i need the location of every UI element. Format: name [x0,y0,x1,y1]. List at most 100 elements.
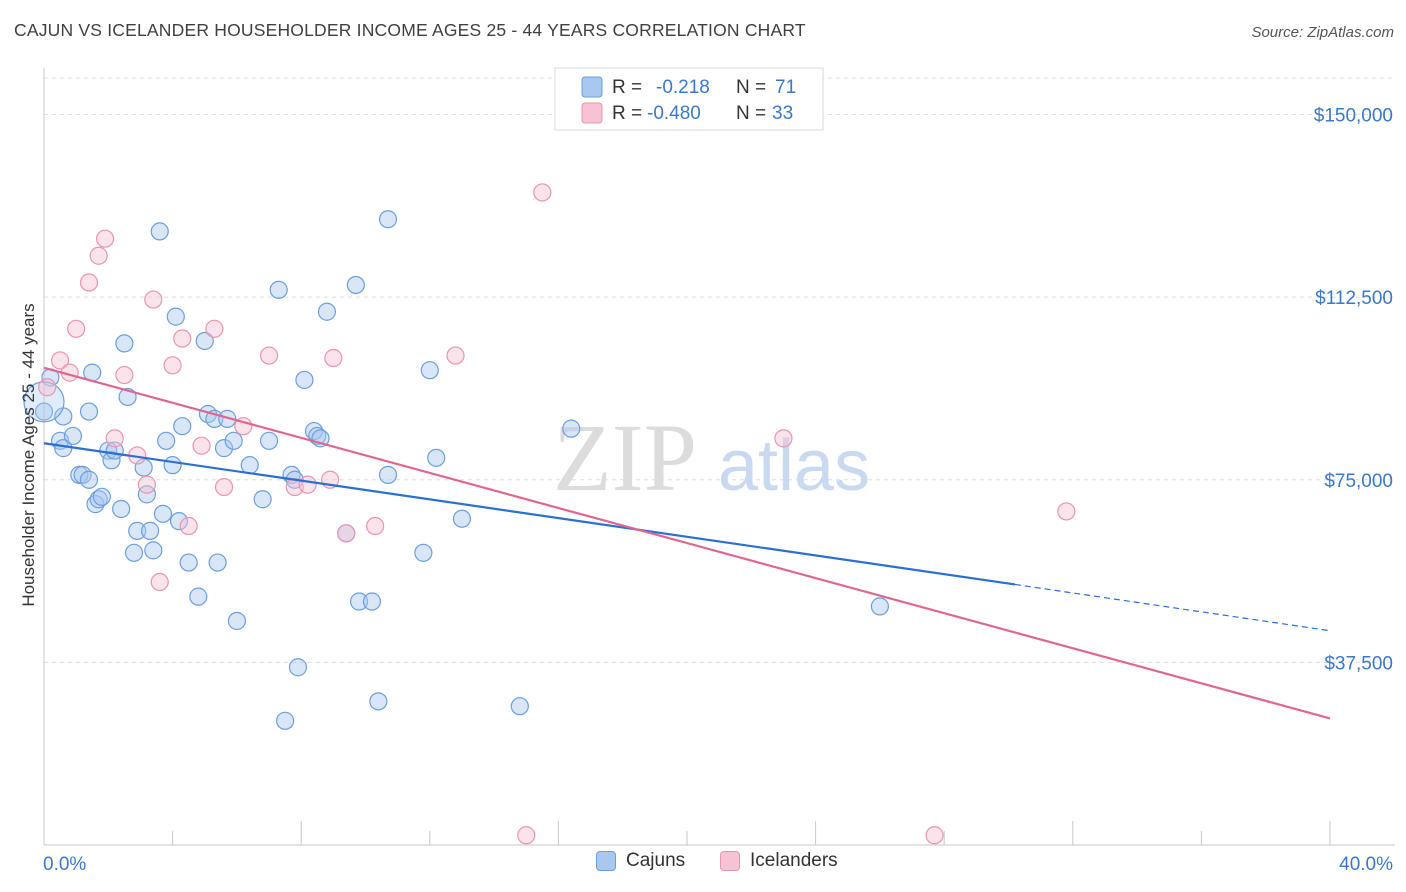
cajun-point [208,553,227,572]
cajun-point [304,421,324,441]
legend-r-value-icelanders: -0.480 [647,103,701,124]
icelander-point [67,319,86,338]
icelander-point [79,273,99,292]
legend-n-value-icelanders: 33 [772,103,793,124]
legend-swatch-cajuns [581,76,603,98]
cajun-trend-extension [1014,583,1331,632]
points-layer [23,183,1076,845]
y-axis-label: Householder Income Ages 25 - 44 years [19,303,38,606]
legend-n-label-cajuns: N = [736,77,766,98]
chart-title: CAJUN VS ICELANDER HOUSEHOLDER INCOME AG… [14,20,806,40]
cajun-point [362,592,382,611]
cajun-point [163,456,182,475]
cajun-point [510,697,529,716]
icelander-point [179,516,198,536]
cajun-point [427,448,446,467]
cajun-point [452,509,472,528]
legend-swatch-icelanders [581,102,603,124]
icelander-point [324,348,343,368]
cajun-point [86,495,105,514]
cajun-point [153,504,173,523]
icelander-point [298,475,317,494]
icelander-point [259,346,279,365]
cajun-point [420,361,439,380]
icelander-point [533,183,552,202]
cajun-point [214,439,234,458]
legend-r-value-cajuns: -0.218 [656,77,710,98]
cajun-point [227,611,246,631]
icelander-point [144,290,163,309]
legend-swatch-cajuns-bottom [596,851,616,871]
cajun-point [102,451,121,470]
cajun-point [173,417,192,436]
icelander-point [337,524,356,543]
cajun-point [79,402,99,421]
cajun-point [63,426,83,446]
watermark-atlas: atlas [718,426,870,506]
x-tick-label-max: 40.0% [1339,854,1393,875]
cajun-trend-line [43,442,1016,586]
cajun-point [128,521,147,540]
cajun-point [276,711,295,730]
icelander-point [446,346,465,365]
cajun-point [112,499,131,519]
y-tick-label-3: $150,000 [1314,106,1393,127]
trend-layer [43,366,1331,720]
cajun-point [253,490,272,509]
cajun-point [378,465,398,484]
legend-label-cajuns: Cajuns [626,850,686,871]
cajun-point [140,521,160,540]
icelander-point [925,826,944,845]
legend-swatch-icelanders-bottom [720,851,740,871]
icelander-point [89,246,108,265]
icelander-point [192,436,211,455]
y-tick-label-0: $37,500 [1324,653,1393,674]
cajun-point [166,307,185,326]
icelander-point [50,351,70,370]
cajun-point [124,543,144,562]
cajun-point [378,210,398,229]
cajun-point [259,431,279,450]
cajun-point [369,692,388,711]
legend-r-label-cajuns: R = [612,77,642,98]
cajun-point [157,431,176,450]
legend-r-label-icelanders: R = [612,103,642,124]
source-label: Source: ZipAtlas.com [1251,24,1394,41]
cajun-point [562,419,581,438]
watermark: ZIP atlas [553,404,870,511]
icelander-point [95,229,115,248]
icelander-point [115,365,134,385]
y-tick-labels: $37,500 $75,000 $112,500 $150,000 [1314,106,1393,675]
cajun-point [179,553,198,572]
cajun-point [189,587,208,606]
cajun-point [288,658,308,677]
axis-layer [43,68,1395,846]
legend-item-icelanders: Icelanders [720,850,838,872]
cajun-point [34,402,54,421]
cajun-point [870,597,890,616]
cajun-point [295,370,314,390]
stats-legend: R = -0.218 N = 71 R = -0.480 N = 33 [554,67,824,131]
cajun-point [92,487,111,506]
icelander-point [774,429,793,448]
cajun-point [169,512,189,531]
cajun-point [414,543,433,562]
cajun-point [115,334,134,353]
cajun-point [195,331,214,351]
legend-item-cajuns: Cajuns [596,850,685,872]
watermark-zip: ZIP [553,404,697,511]
icelander-point [38,378,57,397]
cajun-point [144,541,163,560]
grid-layer [44,77,1395,663]
cajun-point [79,470,99,489]
icelander-point [366,516,385,536]
cajun-point [317,302,337,321]
x-tick-label-min: 0.0% [43,854,86,875]
cajun-point [349,592,369,611]
icelander-point [517,826,536,845]
cajun-point [150,222,169,241]
legend-n-value-cajuns: 71 [775,77,796,98]
icelander-point [214,477,234,497]
icelander-point [205,319,224,338]
